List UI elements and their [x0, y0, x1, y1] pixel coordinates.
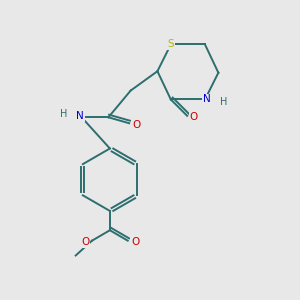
Text: N: N: [76, 111, 84, 121]
Text: S: S: [167, 40, 174, 50]
Text: O: O: [131, 237, 139, 247]
Text: H: H: [220, 98, 227, 107]
Text: O: O: [190, 112, 198, 122]
Text: N: N: [202, 94, 210, 104]
Text: O: O: [81, 237, 90, 247]
Text: H: H: [60, 109, 68, 119]
Text: O: O: [133, 120, 141, 130]
